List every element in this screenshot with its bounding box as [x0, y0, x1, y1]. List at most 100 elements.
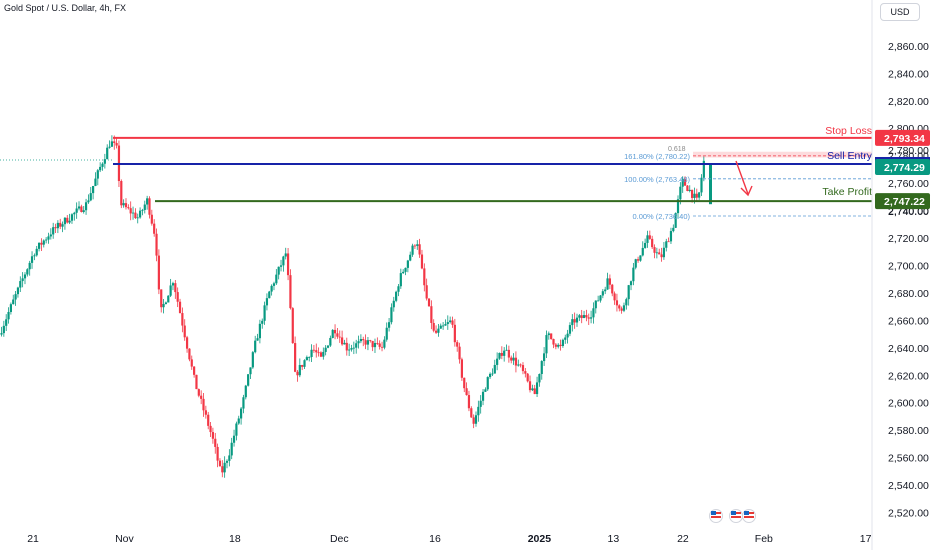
candle-body — [68, 220, 71, 223]
candle-body — [627, 285, 630, 300]
candle-body — [232, 435, 236, 443]
y-tick-label: 2,860.00 — [888, 41, 929, 53]
candle-body — [291, 308, 294, 344]
candle-body — [80, 206, 83, 212]
candle-body — [312, 349, 316, 351]
candle-body — [411, 245, 414, 255]
candle-body — [503, 350, 506, 356]
candle-body — [392, 300, 395, 308]
candle-body — [418, 244, 421, 255]
candle-body — [648, 235, 651, 239]
candle-body — [265, 298, 269, 306]
candle-body — [341, 337, 344, 345]
candle-body — [235, 423, 238, 436]
y-tick-label: 2,640.00 — [888, 343, 929, 355]
currency-button[interactable]: USD — [880, 3, 920, 21]
candle-body — [700, 177, 703, 193]
candle-body — [641, 247, 644, 256]
y-tick-label: 2,560.00 — [888, 453, 929, 465]
candle-body — [538, 374, 541, 383]
candle-body — [458, 346, 461, 360]
candle-body — [533, 388, 536, 395]
candle-body — [37, 242, 41, 249]
candle-body — [629, 281, 633, 286]
candle-body — [615, 300, 619, 306]
candle-body — [493, 364, 496, 374]
candle-body — [286, 253, 290, 276]
candle-body — [622, 305, 626, 311]
candle-body — [679, 186, 682, 200]
y-tick-label: 2,720.00 — [888, 233, 929, 245]
candle-body — [550, 333, 553, 339]
candle-body — [87, 200, 90, 203]
candle-body — [289, 275, 292, 309]
candle-body — [315, 350, 318, 353]
candle-body — [409, 254, 412, 261]
candle-body — [371, 340, 374, 348]
candle-body — [19, 281, 22, 288]
candle-body — [282, 256, 285, 266]
candle-body — [709, 163, 712, 205]
current-price-tag — [875, 158, 930, 175]
candle-body — [188, 348, 191, 360]
candle-body — [319, 352, 323, 357]
candle-body — [294, 343, 297, 372]
candle-body — [183, 325, 186, 338]
candle-body — [352, 347, 355, 349]
candle-body — [423, 268, 426, 286]
candle-body — [176, 292, 179, 302]
candle-body — [5, 319, 8, 326]
x-tick-label: Nov — [115, 533, 134, 545]
candle-body — [193, 366, 196, 375]
candle-body — [420, 254, 424, 269]
candle-body — [110, 141, 114, 147]
candle-body — [547, 333, 550, 336]
candle-body — [141, 209, 144, 211]
candle-body — [376, 342, 379, 344]
candle-body — [430, 306, 433, 323]
candle-body — [82, 210, 85, 212]
candle-body — [665, 241, 668, 248]
candle-body — [169, 285, 172, 296]
candle-body — [0, 333, 3, 335]
candle-body — [467, 395, 471, 409]
y-tick-label: 2,540.00 — [888, 480, 929, 492]
x-tick-label: 18 — [229, 533, 241, 545]
candle-body — [594, 300, 597, 309]
candle-body — [47, 236, 50, 240]
candle-body — [578, 315, 581, 318]
candle-body — [496, 358, 499, 365]
candle-body — [632, 267, 635, 282]
candle-body — [108, 146, 111, 148]
candle-body — [552, 338, 555, 345]
candle-body — [662, 247, 666, 258]
candle-body — [540, 361, 543, 375]
candle-body — [636, 259, 640, 261]
candle-body — [644, 242, 647, 248]
candle-body — [106, 147, 109, 160]
take-profit-price-tag — [875, 193, 930, 210]
symbol-title: Gold Spot / U.S. Dollar, 4h, FX — [4, 3, 127, 13]
candle-body — [73, 212, 76, 215]
candle-body — [167, 295, 170, 303]
candle-body — [171, 283, 175, 286]
candle-body — [263, 305, 266, 321]
candle-body — [676, 199, 680, 214]
candle-body — [582, 315, 586, 319]
candle-body — [380, 346, 384, 348]
candle-body — [634, 259, 637, 268]
candle-body — [575, 317, 579, 323]
candle-body — [279, 265, 283, 267]
candle-body — [373, 342, 377, 348]
price-axis: 2,520.00 2,540.00 2,560.00 2,580.00 2,600.00… — [871, 0, 930, 550]
candle-body — [698, 192, 701, 198]
x-tick-label: 22 — [677, 533, 689, 545]
candle-body — [92, 185, 95, 194]
candle-body — [702, 160, 705, 178]
candle-body — [364, 340, 367, 345]
candle-body — [639, 255, 642, 261]
candle-body — [61, 224, 64, 227]
candle-body — [507, 349, 510, 358]
candle-body — [59, 222, 62, 227]
